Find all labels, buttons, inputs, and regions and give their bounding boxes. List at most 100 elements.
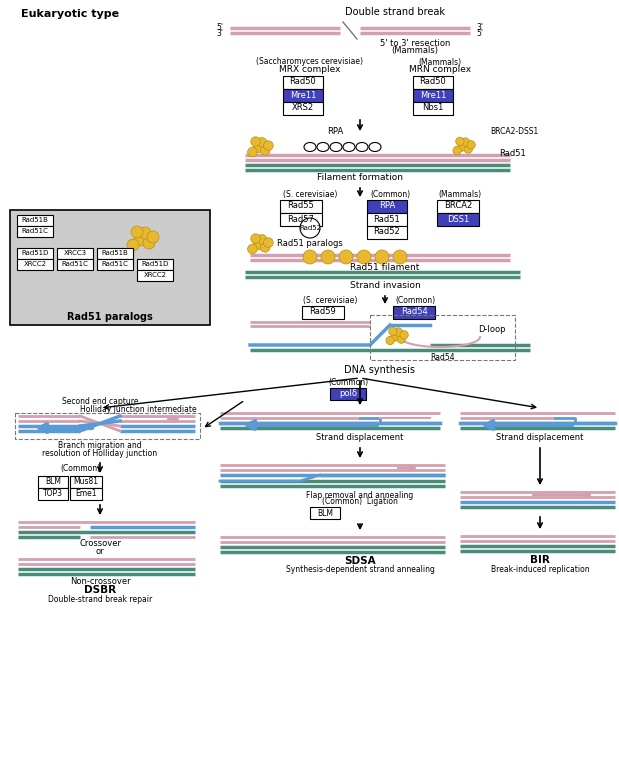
Text: (Mammals): (Mammals)	[391, 47, 438, 55]
Circle shape	[393, 250, 407, 264]
Ellipse shape	[343, 142, 355, 152]
Text: DSS1: DSS1	[447, 214, 469, 224]
Text: Rad52: Rad52	[374, 228, 400, 236]
Text: 5': 5'	[216, 23, 223, 33]
Text: Branch migration and: Branch migration and	[58, 441, 142, 451]
Text: Rad51D: Rad51D	[21, 250, 49, 256]
Text: XRCC2: XRCC2	[144, 272, 167, 278]
Text: Eukaryotic type: Eukaryotic type	[21, 9, 119, 19]
Text: BRCA2-DSS1: BRCA2-DSS1	[490, 127, 539, 135]
Ellipse shape	[304, 142, 316, 152]
Text: Rad51C: Rad51C	[102, 261, 128, 267]
Text: BIR: BIR	[530, 555, 550, 565]
Text: SDSA: SDSA	[344, 556, 376, 566]
Circle shape	[375, 250, 389, 264]
Bar	[437, 213, 479, 226]
Text: Rad51B: Rad51B	[22, 217, 48, 223]
Bar	[437, 200, 479, 213]
Text: Rad54: Rad54	[400, 308, 427, 316]
Bar	[413, 76, 453, 89]
Circle shape	[251, 234, 261, 243]
Text: XRS2: XRS2	[292, 103, 314, 113]
Bar	[280, 213, 322, 226]
Text: Holliday junction intermediate: Holliday junction intermediate	[80, 406, 197, 414]
Text: Rad51 paralogs: Rad51 paralogs	[277, 239, 343, 249]
Circle shape	[389, 327, 397, 336]
Text: (Mammals): (Mammals)	[438, 190, 482, 200]
Bar	[70, 488, 102, 500]
Bar	[17, 259, 53, 270]
Circle shape	[400, 331, 409, 339]
Text: Strand displacement: Strand displacement	[316, 434, 404, 442]
Bar	[310, 507, 340, 519]
Text: resolution of Holliday junction: resolution of Holliday junction	[43, 448, 158, 458]
Bar	[413, 89, 453, 102]
Bar	[283, 76, 323, 89]
Text: (Common): (Common)	[395, 295, 435, 305]
Text: Rad51 filament: Rad51 filament	[350, 263, 420, 273]
Text: Crossover: Crossover	[79, 539, 121, 549]
Text: Nbs1: Nbs1	[422, 103, 444, 113]
Text: 5' to 3' resection: 5' to 3' resection	[380, 39, 450, 47]
Bar	[97, 248, 133, 259]
Text: (S. cerevisiae): (S. cerevisiae)	[283, 190, 337, 200]
Text: XRCC2: XRCC2	[24, 261, 46, 267]
Bar	[393, 306, 435, 319]
Bar	[280, 200, 322, 213]
Text: Rad55: Rad55	[288, 201, 314, 211]
Circle shape	[300, 218, 320, 238]
Text: Rad51: Rad51	[499, 149, 526, 159]
Text: Filament formation: Filament formation	[317, 173, 403, 183]
Bar	[38, 476, 68, 488]
Bar	[137, 270, 173, 281]
Text: (Common)  Ligation: (Common) Ligation	[322, 497, 398, 507]
Bar	[15, 413, 200, 439]
Circle shape	[467, 141, 475, 149]
Circle shape	[458, 143, 466, 152]
Circle shape	[258, 138, 267, 147]
Bar	[17, 215, 53, 226]
Circle shape	[339, 250, 353, 264]
Circle shape	[397, 335, 405, 343]
Text: MRX complex: MRX complex	[279, 65, 340, 75]
Text: Synthesis-dependent strand annealing: Synthesis-dependent strand annealing	[285, 566, 435, 574]
Text: Rad52: Rad52	[299, 225, 321, 231]
Text: Non-crossover: Non-crossover	[70, 577, 131, 586]
Bar	[330, 388, 366, 400]
Circle shape	[391, 333, 399, 341]
Text: BRCA2: BRCA2	[444, 201, 472, 211]
Ellipse shape	[369, 142, 381, 152]
Text: Rad50: Rad50	[290, 78, 316, 86]
Text: Eme1: Eme1	[76, 490, 97, 499]
Text: Strand displacement: Strand displacement	[496, 434, 584, 442]
Text: (Saccharomyces cerevisiae): (Saccharomyces cerevisiae)	[256, 57, 363, 67]
Bar	[367, 213, 407, 226]
Text: Mus81: Mus81	[74, 478, 98, 486]
Circle shape	[253, 240, 263, 249]
Text: Strand invasion: Strand invasion	[350, 281, 420, 291]
Text: Rad50: Rad50	[420, 78, 446, 86]
Text: Mre11: Mre11	[420, 90, 446, 99]
Text: Rad51C: Rad51C	[22, 228, 48, 234]
Text: RPA: RPA	[379, 201, 395, 211]
Text: 5': 5'	[476, 29, 483, 37]
Circle shape	[253, 143, 263, 153]
Bar	[10, 210, 210, 325]
Text: Rad51B: Rad51B	[102, 250, 128, 256]
Circle shape	[248, 244, 258, 254]
Text: Rad51C: Rad51C	[61, 261, 89, 267]
Text: polδ: polδ	[339, 389, 357, 399]
Bar	[413, 102, 453, 115]
Circle shape	[461, 138, 470, 146]
Circle shape	[357, 250, 371, 264]
Circle shape	[464, 145, 472, 153]
Circle shape	[321, 250, 335, 264]
Text: Rad51: Rad51	[374, 214, 400, 224]
Text: Rad59: Rad59	[310, 308, 336, 316]
Bar	[370, 315, 515, 360]
Circle shape	[131, 226, 143, 238]
Circle shape	[264, 141, 273, 151]
Text: BLM: BLM	[317, 508, 333, 517]
Circle shape	[386, 336, 394, 345]
Circle shape	[251, 137, 261, 146]
